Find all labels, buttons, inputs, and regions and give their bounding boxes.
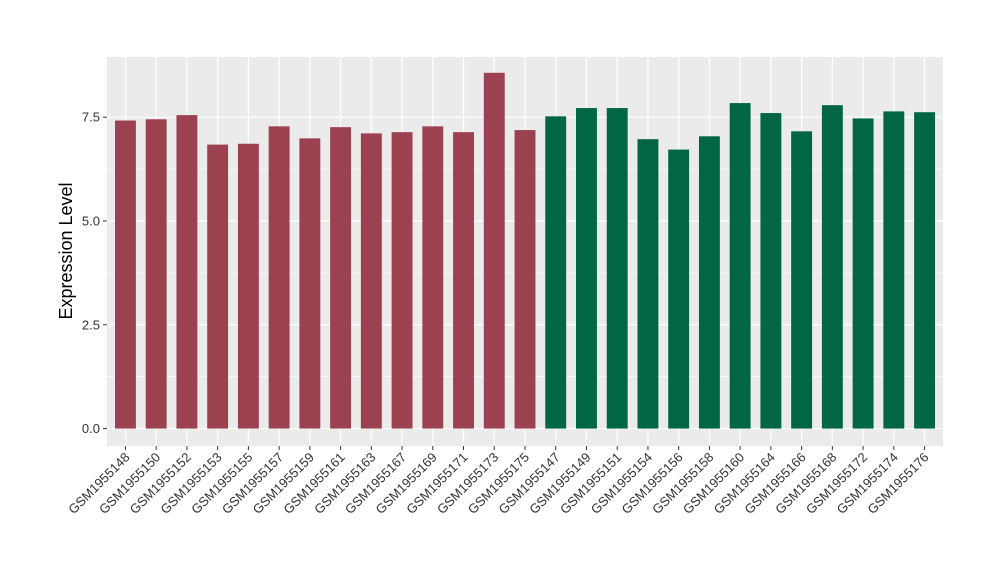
bar-GSM1955160 [729,103,751,429]
bar-GSM1955167 [391,132,413,429]
bar-GSM1955151 [606,108,628,429]
y-tick-label: 5.0 [82,213,100,228]
bar-GSM1955169 [422,126,444,429]
bar-GSM1955147 [545,116,567,429]
bar-GSM1955158 [698,136,720,429]
bar-GSM1955149 [576,108,597,429]
bar-GSM1955172 [852,118,874,429]
bar-GSM1955153 [207,144,229,429]
bar-GSM1955155 [237,143,259,429]
bars [114,72,936,429]
bar-GSM1955154 [637,139,659,429]
y-tick-label: 7.5 [82,110,100,125]
bar-GSM1955175 [514,130,536,429]
bar-GSM1955166 [791,131,813,429]
bar-GSM1955152 [176,115,198,429]
bar-GSM1955176 [914,112,936,429]
y-tick-label: 0.0 [82,421,100,436]
bar-GSM1955148 [114,120,136,429]
bar-GSM1955164 [760,113,782,429]
bar-GSM1955163 [360,133,382,429]
bar-GSM1955174 [883,111,905,429]
bar-GSM1955157 [268,126,290,429]
bar-GSM1955171 [453,132,474,429]
y-tick-label: 2.5 [82,317,100,332]
bar-GSM1955161 [330,127,352,429]
bar-GSM1955159 [299,138,321,429]
bar-GSM1955168 [821,105,843,429]
bar-GSM1955173 [483,72,505,429]
bar-GSM1955150 [145,119,167,429]
y-axis-title: Expression Level [56,182,76,319]
bar-GSM1955156 [668,149,690,429]
